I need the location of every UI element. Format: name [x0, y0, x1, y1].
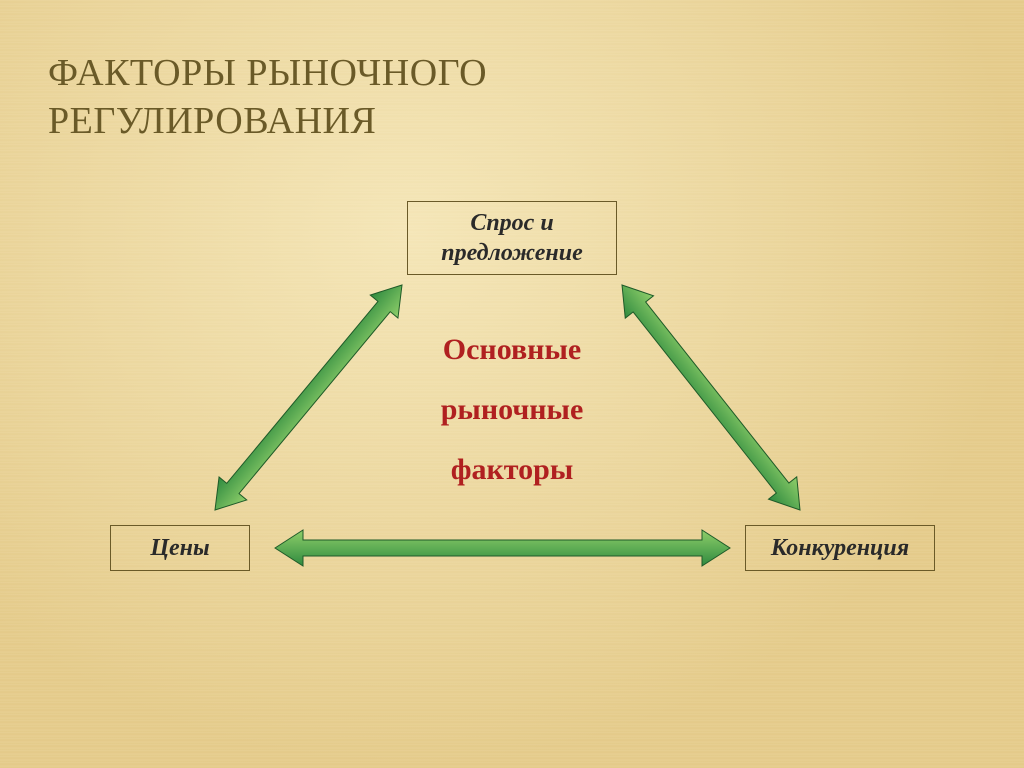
slide: ФАКТОРЫ РЫНОЧНОГОРЕГУЛИРОВАНИЯ Спрос ипр… [0, 0, 1024, 768]
double-arrow-icon [201, 273, 416, 521]
diagram-center-label: Основныерыночныефакторы [392, 320, 632, 500]
slide-title: ФАКТОРЫ РЫНОЧНОГОРЕГУЛИРОВАНИЯ [48, 50, 487, 145]
center-label-line: факторы [392, 440, 632, 500]
center-label-line: Основные [392, 320, 632, 380]
diagram-node-top: Спрос ипредложение [407, 201, 617, 275]
diagram-node-left: Цены [110, 525, 250, 571]
double-arrow-icon [275, 530, 730, 566]
diagram-node-right: Конкуренция [745, 525, 935, 571]
center-label-line: рыночные [392, 380, 632, 440]
title-line-1: ФАКТОРЫ РЫНОЧНОГОРЕГУЛИРОВАНИЯ [48, 52, 487, 142]
double-arrow-icon [608, 274, 814, 521]
